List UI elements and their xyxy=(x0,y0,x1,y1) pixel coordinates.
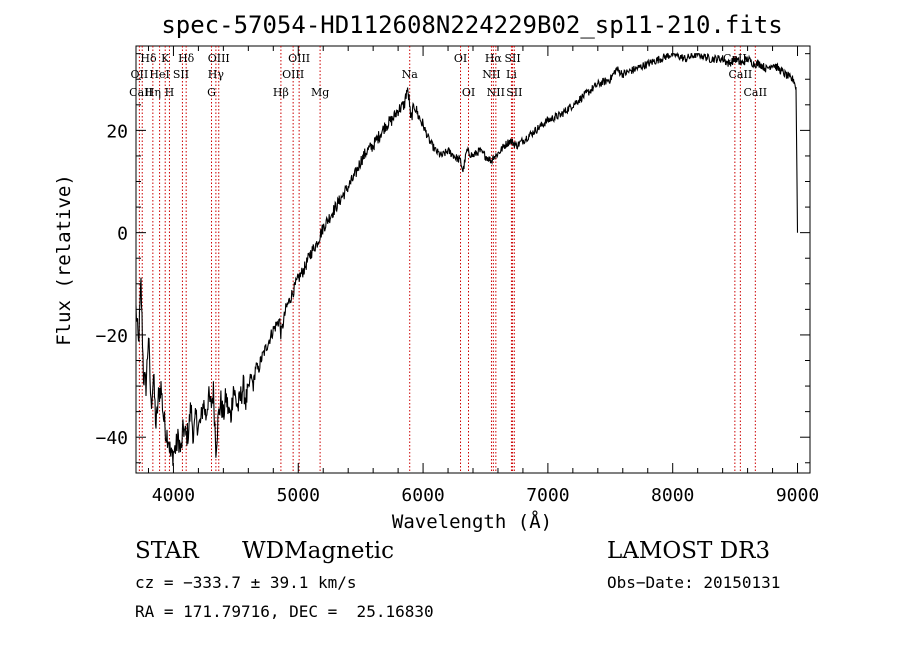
x-tick-label: 5000 xyxy=(277,485,320,506)
line-label-CaII: CaII xyxy=(743,86,767,99)
line-label-OIII: OIII xyxy=(282,68,304,81)
line-label-NII: NII xyxy=(487,86,505,99)
x-tick-label: 9000 xyxy=(776,485,819,506)
object-class: STAR xyxy=(135,538,199,564)
line-label-H: H xyxy=(165,86,175,99)
line-label-SII: SII xyxy=(506,86,522,99)
y-tick-label: 0 xyxy=(117,224,128,245)
y-tick-label: −20 xyxy=(95,326,128,347)
line-label-Li: Li xyxy=(506,68,517,81)
line-label-Hδ: Hδ xyxy=(140,52,157,65)
line-label-SII: SII xyxy=(504,52,520,65)
x-tick-label: 4000 xyxy=(152,485,195,506)
ra-dec-coordinates: RA = 171.79716, DEC = 25.16830 xyxy=(135,602,434,621)
line-label-Mg: Mg xyxy=(311,86,329,99)
line-label-G: G xyxy=(207,86,216,99)
x-tick-label: 6000 xyxy=(401,485,444,506)
x-axis-label: Wavelength (Å) xyxy=(392,510,552,533)
line-label-Hα: Hα xyxy=(485,52,503,65)
line-label-OII: OII xyxy=(131,68,149,81)
x-tick-label: 7000 xyxy=(526,485,569,506)
line-label-OI: OI xyxy=(454,52,467,65)
line-label-SII: SII xyxy=(173,68,189,81)
spectral-line-markers xyxy=(138,46,756,473)
x-tick-label: 8000 xyxy=(651,485,694,506)
line-label-NII: NII xyxy=(482,68,500,81)
line-label-Hδ: Hδ xyxy=(178,52,195,65)
line-label-HeI: HeI xyxy=(149,68,169,81)
line-label-OIII: OIII xyxy=(208,52,230,65)
x-axis: 4000 5000 6000 7000 8000 9000 xyxy=(147,46,819,506)
line-label-CaII: CaII xyxy=(729,68,753,81)
line-label-CaII: CaII xyxy=(129,86,153,99)
y-tick-label: −40 xyxy=(95,428,128,449)
object-subclass: WDMagnetic xyxy=(242,538,394,564)
survey-name: LAMOST DR3 xyxy=(607,538,771,564)
line-label-Hβ: Hβ xyxy=(273,86,289,99)
line-label-Hη: Hη xyxy=(145,86,161,99)
spectrum-series-line xyxy=(135,51,799,466)
line-label-Hγ: Hγ xyxy=(208,68,225,81)
redshift-velocity: cz = −333.7 ± 39.1 km/s xyxy=(135,573,357,592)
line-label-OI: OI xyxy=(462,86,475,99)
observation-date: Obs−Date: 20150131 xyxy=(607,573,781,592)
y-axis: −40 −20 0 20 xyxy=(95,53,810,464)
y-axis-label: Flux (relative) xyxy=(53,174,75,346)
plot-frame xyxy=(135,45,811,474)
line-label-Na: Na xyxy=(402,68,419,81)
line-label-K: K xyxy=(161,52,170,65)
line-label-OIII: OIII xyxy=(288,52,310,65)
y-tick-label: 20 xyxy=(106,121,128,142)
chart-title: spec-57054-HD112608N224229B02_sp11-210.f… xyxy=(161,11,782,39)
